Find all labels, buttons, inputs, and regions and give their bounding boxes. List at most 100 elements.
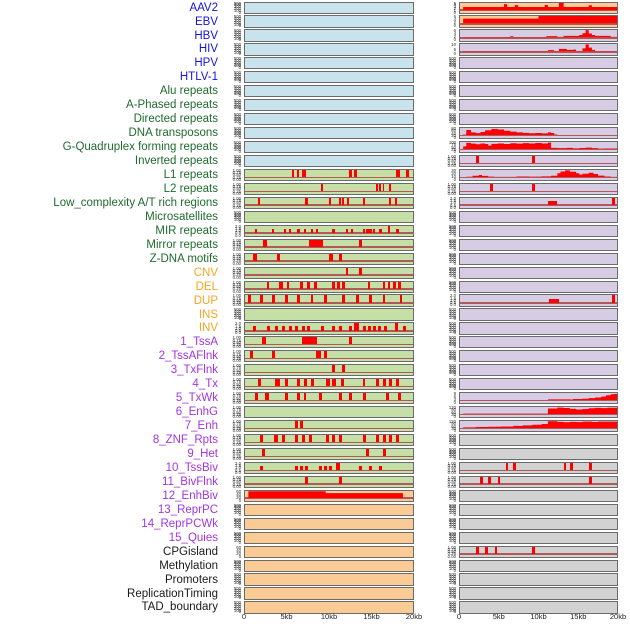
track-bar — [261, 337, 266, 345]
track-plot[interactable] — [244, 99, 414, 112]
track-plot[interactable] — [459, 336, 618, 349]
track-plot[interactable] — [244, 475, 414, 488]
track-plot[interactable] — [459, 322, 618, 335]
track-plot[interactable] — [244, 210, 414, 223]
track-plot[interactable] — [459, 503, 618, 516]
track-plot[interactable] — [244, 601, 414, 614]
track-plot[interactable] — [244, 322, 414, 335]
track-plot[interactable] — [459, 573, 618, 586]
track-baseline — [460, 204, 617, 206]
track-plot[interactable] — [244, 294, 414, 307]
track-plot[interactable] — [244, 252, 414, 265]
track-plot[interactable] — [244, 266, 414, 279]
track-plot[interactable] — [244, 85, 414, 98]
track-bar — [323, 295, 327, 303]
track-plot[interactable] — [244, 141, 414, 154]
track-plot[interactable] — [459, 308, 618, 321]
track-plot[interactable] — [459, 85, 618, 98]
track-plot[interactable] — [244, 43, 414, 56]
track-plot[interactable] — [459, 57, 618, 70]
track-plot[interactable] — [459, 266, 618, 279]
track-plot[interactable] — [244, 503, 414, 516]
track-plot[interactable] — [244, 336, 414, 349]
track-plot[interactable] — [459, 141, 618, 154]
track-plot[interactable] — [244, 154, 414, 168]
track-bar — [342, 365, 345, 373]
track-plot[interactable] — [244, 168, 414, 182]
track-plot[interactable] — [244, 1, 414, 14]
track-plot[interactable] — [459, 113, 618, 126]
track-plot[interactable] — [244, 182, 414, 196]
track-plot[interactable] — [244, 350, 414, 363]
track-plot[interactable] — [459, 238, 618, 251]
track-plot[interactable] — [459, 154, 618, 168]
track-plot[interactable] — [244, 406, 414, 419]
track-plot[interactable] — [459, 1, 618, 14]
track-bar — [396, 379, 400, 387]
y-tick-label: 0.5 — [450, 202, 456, 208]
track-plot[interactable] — [244, 545, 414, 558]
track-plot[interactable] — [459, 517, 618, 530]
track-plot[interactable] — [459, 475, 618, 488]
track-plot[interactable] — [459, 29, 618, 42]
track-plot[interactable] — [459, 364, 618, 377]
track-plot[interactable] — [244, 447, 414, 461]
track-plot[interactable] — [459, 224, 618, 237]
track-plot[interactable] — [459, 559, 618, 572]
track-plot[interactable] — [459, 420, 618, 433]
track-plot[interactable] — [244, 573, 414, 586]
track-plot[interactable] — [459, 601, 618, 614]
track-plot[interactable] — [459, 168, 618, 182]
track-plot[interactable] — [244, 238, 414, 251]
track-plot[interactable] — [244, 29, 414, 42]
track-plot[interactable] — [459, 196, 618, 209]
track-baseline — [245, 343, 413, 346]
track-plot[interactable] — [244, 531, 414, 544]
x-tick-label: 10kb — [530, 612, 547, 621]
track-plot[interactable] — [244, 127, 414, 140]
track-plot[interactable] — [459, 433, 618, 447]
track-plot[interactable] — [459, 280, 618, 293]
track-plot[interactable] — [459, 182, 618, 196]
track-plot[interactable] — [244, 378, 414, 391]
track-plot[interactable] — [459, 15, 618, 28]
track-plot[interactable] — [244, 420, 414, 433]
track-plot[interactable] — [244, 489, 414, 502]
track-plot[interactable] — [244, 559, 414, 572]
track-plot[interactable] — [244, 57, 414, 70]
track-plot[interactable] — [459, 350, 618, 363]
track-plot[interactable] — [459, 294, 618, 307]
track-plot[interactable] — [459, 461, 618, 475]
track-plot[interactable] — [459, 210, 618, 223]
track-plot[interactable] — [459, 252, 618, 265]
track-plot[interactable] — [244, 113, 414, 126]
track-plot[interactable] — [244, 308, 414, 321]
track-plot[interactable] — [459, 545, 618, 558]
track-plot[interactable] — [459, 71, 618, 84]
track-plot[interactable] — [459, 392, 618, 405]
track-plot[interactable] — [459, 587, 618, 600]
y-tick-label: 0.25 — [232, 342, 241, 348]
track-plot[interactable] — [459, 447, 618, 461]
track-plot[interactable] — [244, 461, 414, 475]
track-plot[interactable] — [244, 15, 414, 28]
track-plot[interactable] — [244, 224, 414, 237]
track-plot[interactable] — [244, 280, 414, 293]
track-plot[interactable] — [459, 531, 618, 544]
track-plot[interactable] — [244, 392, 414, 405]
track-plot[interactable] — [244, 517, 414, 530]
track-plot[interactable] — [244, 364, 414, 377]
track-plot[interactable] — [459, 378, 618, 391]
track-plot[interactable] — [244, 71, 414, 84]
track-plot[interactable] — [244, 196, 414, 209]
track-plot[interactable] — [244, 433, 414, 447]
track-plot[interactable] — [459, 127, 618, 140]
track-plot[interactable] — [459, 43, 618, 56]
track-plot[interactable] — [459, 406, 618, 419]
track-plot[interactable] — [244, 587, 414, 600]
track-plot[interactable] — [459, 99, 618, 112]
x-tick-label: 0 — [241, 612, 247, 621]
track-plot[interactable] — [459, 489, 618, 502]
right-track-row: 2.0 1.5 1.0 0.5 0.0 — [437, 196, 630, 210]
